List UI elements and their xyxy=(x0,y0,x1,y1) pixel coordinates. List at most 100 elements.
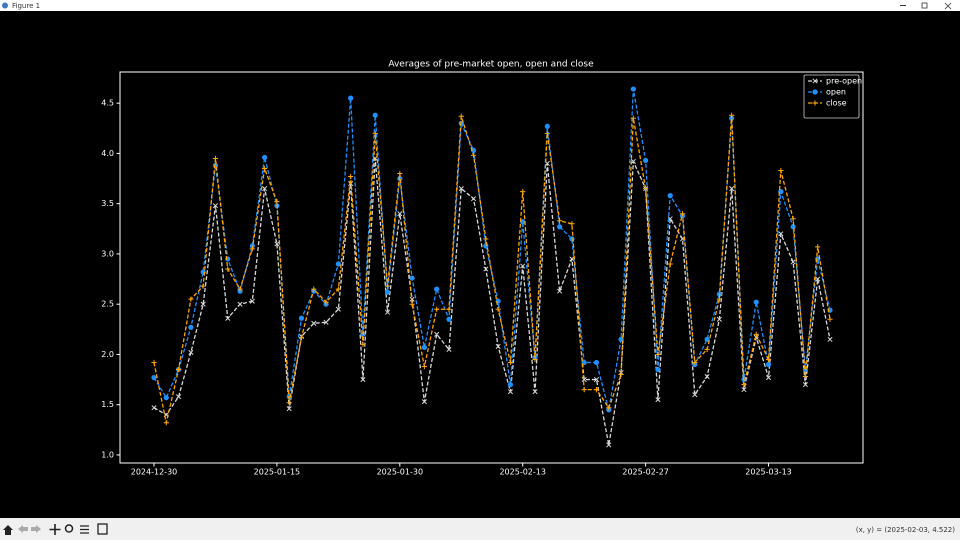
y-tick-label: 2.0 xyxy=(101,350,114,359)
data-point xyxy=(446,306,452,312)
figure-canvas xyxy=(0,11,960,518)
data-point xyxy=(544,123,550,129)
data-point xyxy=(249,298,255,304)
data-point xyxy=(520,263,526,269)
legend xyxy=(803,74,860,119)
maximize-button[interactable] xyxy=(921,2,928,9)
data-point xyxy=(827,336,833,342)
data-point xyxy=(667,193,673,199)
data-point xyxy=(507,359,514,366)
data-point xyxy=(557,288,563,294)
data-point xyxy=(384,289,391,295)
data-point xyxy=(434,286,440,292)
home-button[interactable] xyxy=(3,525,13,535)
data-point xyxy=(606,405,612,411)
data-point xyxy=(434,331,440,337)
data-point xyxy=(458,113,464,119)
data-point xyxy=(753,331,759,337)
zoom-button[interactable] xyxy=(64,524,74,533)
data-point xyxy=(778,231,784,237)
data-point xyxy=(741,387,747,393)
data-point xyxy=(483,266,489,272)
data-point xyxy=(716,296,722,302)
y-tick-label: 4.0 xyxy=(101,149,114,158)
data-point xyxy=(557,218,563,224)
data-point xyxy=(753,299,759,305)
data-point xyxy=(630,158,636,165)
data-point xyxy=(360,377,366,383)
pan-button[interactable] xyxy=(49,524,61,535)
data-point xyxy=(421,363,427,370)
data-point xyxy=(434,306,440,312)
data-point xyxy=(765,361,772,368)
data-point xyxy=(716,316,722,322)
data-point xyxy=(188,349,194,355)
data-point xyxy=(532,389,538,395)
legend-label: close xyxy=(826,99,847,108)
data-point xyxy=(176,394,182,400)
data-point xyxy=(286,406,292,412)
data-point xyxy=(593,377,600,383)
x-tick-label: 2025-01-30 xyxy=(377,468,424,477)
data-point xyxy=(520,189,526,195)
window-title: Figure 1 xyxy=(12,2,40,10)
data-point xyxy=(495,343,501,349)
data-point xyxy=(421,344,427,351)
data-point xyxy=(372,112,378,118)
data-point xyxy=(815,276,821,282)
title-bar xyxy=(0,0,960,11)
data-point xyxy=(483,243,489,249)
data-point xyxy=(630,86,636,92)
data-point xyxy=(569,256,575,262)
data-point xyxy=(741,381,747,388)
data-point xyxy=(729,115,735,121)
data-point xyxy=(335,306,341,312)
series-line xyxy=(153,88,831,410)
save-button[interactable] xyxy=(97,523,108,535)
legend-marker xyxy=(812,89,818,95)
data-point xyxy=(655,397,661,403)
data-point xyxy=(667,261,673,267)
data-point xyxy=(360,341,366,347)
data-point xyxy=(298,334,305,340)
data-point xyxy=(262,186,268,192)
toolbar xyxy=(0,518,960,540)
data-point xyxy=(384,283,391,289)
data-point xyxy=(532,356,538,363)
data-point xyxy=(692,392,698,398)
y-tick-label: 4.5 xyxy=(101,99,114,108)
data-point xyxy=(704,374,710,380)
data-point xyxy=(802,373,809,380)
plot-area xyxy=(119,71,864,464)
data-point xyxy=(778,167,784,174)
data-point xyxy=(569,221,575,227)
data-point xyxy=(237,286,243,292)
close-button[interactable] xyxy=(944,2,952,10)
data-point xyxy=(188,296,194,302)
data-point xyxy=(200,283,206,289)
y-tick-label: 1.5 xyxy=(101,400,114,409)
data-point xyxy=(790,259,796,265)
back-button[interactable] xyxy=(18,525,28,533)
data-point xyxy=(274,241,280,247)
configure-button[interactable] xyxy=(80,525,89,534)
data-point xyxy=(520,219,526,225)
data-point xyxy=(643,157,649,164)
data-point xyxy=(323,299,329,305)
data-point xyxy=(581,387,587,393)
data-point xyxy=(151,359,157,366)
data-point xyxy=(286,400,292,406)
data-point xyxy=(630,115,636,121)
data-point xyxy=(765,356,772,363)
data-point xyxy=(446,346,452,352)
data-point xyxy=(765,375,772,381)
data-point xyxy=(495,306,501,312)
data-point xyxy=(323,319,329,325)
data-point xyxy=(802,382,808,388)
data-point xyxy=(692,359,698,366)
data-point xyxy=(372,130,378,136)
y-tick-label: 3.0 xyxy=(101,249,114,258)
data-point xyxy=(163,420,169,426)
data-point xyxy=(348,173,354,180)
forward-button[interactable] xyxy=(31,525,41,533)
